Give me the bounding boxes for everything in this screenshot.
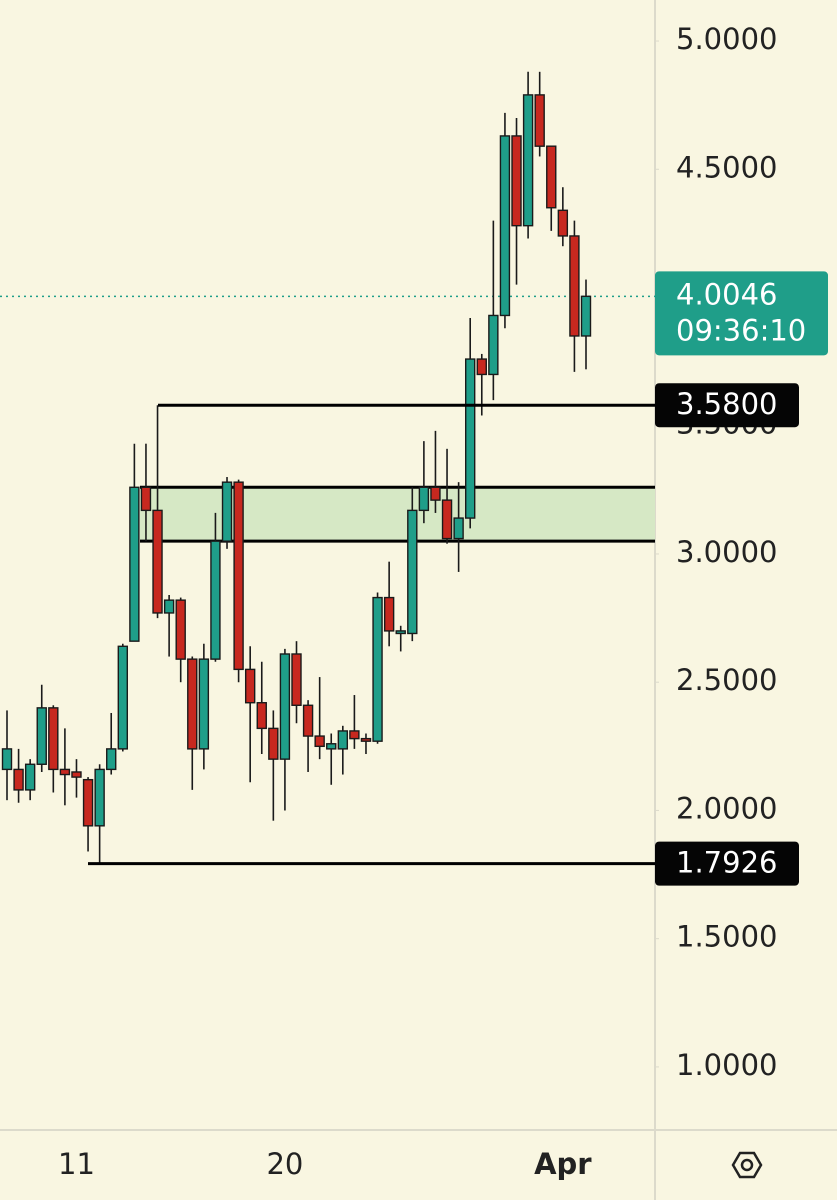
candle-body	[580, 295, 592, 337]
candle-body	[430, 486, 441, 501]
candle-body	[175, 599, 186, 660]
candle-body	[279, 653, 291, 760]
price-label: 3.5800	[676, 387, 777, 421]
countdown: 09:36:10	[676, 313, 806, 347]
candle-body	[36, 707, 47, 765]
candle-body	[314, 735, 325, 748]
candle-body	[71, 771, 82, 778]
candle-body	[13, 768, 24, 791]
y-tick-label: 4.5000	[676, 150, 777, 184]
candle-body	[152, 509, 163, 614]
candle-body	[106, 748, 117, 771]
price-label: 1.7926	[676, 846, 777, 880]
candle-body	[221, 481, 233, 542]
candle-body	[140, 486, 152, 512]
candle-body	[395, 630, 406, 635]
candle-body	[488, 314, 499, 376]
price-label-box	[655, 841, 799, 886]
last-price-label: 4.0046	[676, 277, 777, 311]
candle-body	[534, 94, 545, 147]
candle-body	[522, 94, 534, 227]
candle-body	[372, 596, 383, 742]
x-tick-label: Apr	[534, 1147, 592, 1181]
candle-body	[418, 486, 430, 512]
settings-icon[interactable]	[731, 1151, 763, 1179]
y-tick-label: 2.0000	[676, 791, 777, 825]
candle-body	[291, 653, 302, 706]
price-label-box	[655, 383, 799, 428]
candle-body	[302, 704, 314, 737]
candle-body	[233, 481, 244, 671]
x-tick-label: 11	[58, 1147, 95, 1181]
candle-body	[337, 730, 349, 750]
y-tick-label: 2.5000	[676, 663, 777, 697]
zone	[140, 487, 655, 542]
candle-body	[256, 702, 267, 730]
candle-body	[187, 658, 198, 750]
candle-body	[198, 658, 210, 750]
candle-body	[569, 235, 580, 337]
y-tick-label: 1.5000	[676, 920, 777, 954]
candle-body	[557, 209, 569, 237]
candle-body	[24, 763, 36, 791]
candle-body	[94, 768, 105, 827]
candle-body	[48, 707, 59, 771]
candle-body	[210, 540, 221, 660]
x-tick-label: 20	[266, 1147, 303, 1181]
candle-body	[441, 499, 453, 540]
candle-body	[117, 645, 129, 750]
y-tick-label: 5.0000	[676, 22, 777, 56]
candle-body	[465, 358, 476, 519]
candle-body	[82, 778, 94, 827]
last-price-box	[655, 271, 828, 356]
candle-body	[268, 727, 279, 760]
candle-body	[546, 145, 557, 209]
candle-body	[163, 599, 175, 614]
candle-body	[244, 668, 256, 704]
candle-body	[383, 596, 395, 632]
candle-body	[129, 486, 140, 642]
candle-body	[453, 517, 464, 540]
y-tick-label: 1.0000	[676, 1048, 777, 1082]
candle-body	[59, 768, 71, 776]
candle-body	[511, 135, 522, 227]
candle-body	[476, 358, 487, 376]
candle-body	[360, 737, 372, 742]
candle-body	[349, 730, 360, 740]
candle-body	[1, 748, 13, 771]
candle-body	[326, 743, 337, 750]
candle-body	[499, 135, 511, 317]
candle-body	[407, 509, 418, 635]
y-tick-label: 3.0000	[676, 535, 777, 569]
